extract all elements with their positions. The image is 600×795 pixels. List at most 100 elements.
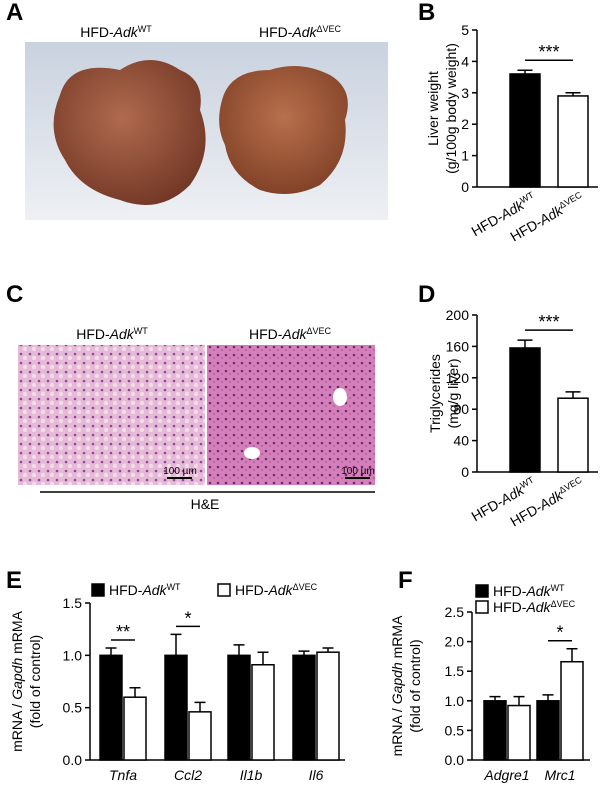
text-part: HFD-: [249, 326, 283, 342]
text-part: WT: [551, 583, 565, 593]
bar: [227, 654, 251, 761]
photo-liver: [25, 42, 388, 220]
scale-bar-label: 100 µm: [163, 466, 197, 477]
x-tick-label: Tnfa: [109, 767, 137, 783]
legend-swatch: [91, 583, 105, 597]
photo-label: HFD-AdkΔVEC: [249, 326, 332, 342]
y-tick-label: 1.5: [445, 663, 465, 679]
stain-label: H&E: [191, 496, 220, 512]
y-axis-title: Triglycerides: [427, 354, 443, 433]
significance-label: *: [556, 623, 563, 643]
y-tick-label: 0: [461, 464, 469, 480]
text-part: WT: [518, 474, 536, 490]
legend-swatch: [217, 583, 231, 597]
error-bar: [298, 650, 310, 656]
text-part: mRNA /: [9, 700, 25, 752]
legend-swatch: [475, 584, 489, 598]
text-part: ΔVEC: [551, 599, 576, 609]
text-part: HFD-: [76, 326, 110, 342]
error-bar: [105, 647, 117, 656]
bar: [164, 654, 188, 761]
error-bar: [517, 69, 533, 74]
text-part: Liver weight: [425, 71, 441, 146]
bar: [509, 347, 541, 473]
text-part: Gapdh: [9, 658, 25, 700]
bar: [483, 700, 507, 761]
text-part: Adk: [525, 583, 551, 599]
text-part: Adk: [291, 24, 317, 40]
y-tick-label: 2: [461, 116, 469, 132]
x-tick-label: HFD-AdkWT: [469, 474, 539, 524]
text-part: Adk: [281, 326, 307, 342]
y-tick-label: 0: [461, 179, 469, 195]
y-tick-label: 1: [461, 148, 469, 164]
text-part: (mg/g liver): [445, 358, 461, 428]
significance-label: *: [184, 608, 191, 628]
photo-label: HFD-AdkWT: [80, 24, 152, 40]
error-bar: [566, 647, 578, 662]
y-tick-label: 5: [461, 22, 469, 38]
significance-label: **: [116, 622, 130, 642]
error-bar: [542, 694, 554, 701]
x-tick-label: Ccl2: [174, 767, 202, 783]
y-tick-label: 40: [453, 433, 469, 449]
y-axis-title: mRNA / Gapdh mRMA: [9, 610, 25, 751]
text-part: HFD-: [235, 582, 269, 598]
x-tick-label: Il1b: [240, 767, 263, 783]
y-axis-title: mRNA / Gapdh mRMA: [389, 615, 405, 756]
legend-label: HFD-AdkWT: [109, 582, 181, 598]
y-axis-title: (g/100g body weight): [443, 43, 459, 174]
text-part: WT: [167, 582, 181, 592]
y-tick-label: 0.5: [445, 722, 465, 738]
bar: [557, 397, 589, 473]
bar: [560, 660, 584, 761]
panel-label: F: [398, 567, 413, 594]
text-part: HFD-: [493, 599, 527, 615]
text-part: Adk: [267, 582, 293, 598]
error-bar: [257, 651, 269, 665]
text-part: (fold of control): [27, 635, 43, 728]
text-part: (fold of control): [407, 639, 423, 732]
y-tick-label: 1.0: [63, 647, 83, 663]
text-part: (g/100g body weight): [443, 43, 459, 174]
photo-label: HFD-AdkWT: [76, 326, 148, 342]
panel-label: E: [6, 567, 22, 594]
text-part: WT: [138, 24, 152, 34]
bar: [536, 700, 560, 761]
photo-histology: [18, 345, 375, 493]
text-part: HFD-: [109, 582, 143, 598]
text-part: ΔVEC: [557, 474, 584, 495]
text-part: Adk: [109, 326, 135, 342]
y-tick-label: 0.5: [63, 700, 83, 716]
y-tick-label: 1.0: [445, 693, 465, 709]
y-tick-label: 0.0: [63, 752, 83, 768]
bar: [99, 654, 123, 761]
panel-label: B: [418, 0, 435, 26]
text-part: Triglycerides: [427, 354, 443, 433]
panel-label: C: [6, 281, 23, 308]
error-bar: [194, 701, 206, 712]
error-bar: [322, 647, 334, 653]
y-axis-title: (fold of control): [407, 639, 423, 732]
bar: [316, 651, 340, 761]
text-part: mRMA: [9, 610, 25, 657]
y-tick-label: 80: [453, 401, 469, 417]
text-part: WT: [518, 189, 536, 205]
error-bar: [565, 92, 581, 96]
scale-bar-label: 100 µm: [341, 466, 375, 477]
y-tick-label: 2.5: [445, 604, 465, 620]
bar: [507, 704, 531, 761]
text-part: mRNA /: [389, 704, 405, 756]
legend-label: HFD-AdkWT: [493, 583, 565, 599]
error-bar: [565, 391, 581, 399]
bar: [292, 654, 316, 761]
error-bar: [489, 695, 501, 701]
x-tick-label: Mrc1: [544, 767, 575, 783]
text-part: ΔVEC: [557, 189, 584, 210]
y-tick-label: 2.0: [445, 634, 465, 650]
text-part: Adk: [113, 24, 139, 40]
text-part: HFD-: [493, 583, 527, 599]
y-axis-title: (fold of control): [27, 635, 43, 728]
bar: [251, 664, 275, 761]
bar: [123, 696, 147, 761]
